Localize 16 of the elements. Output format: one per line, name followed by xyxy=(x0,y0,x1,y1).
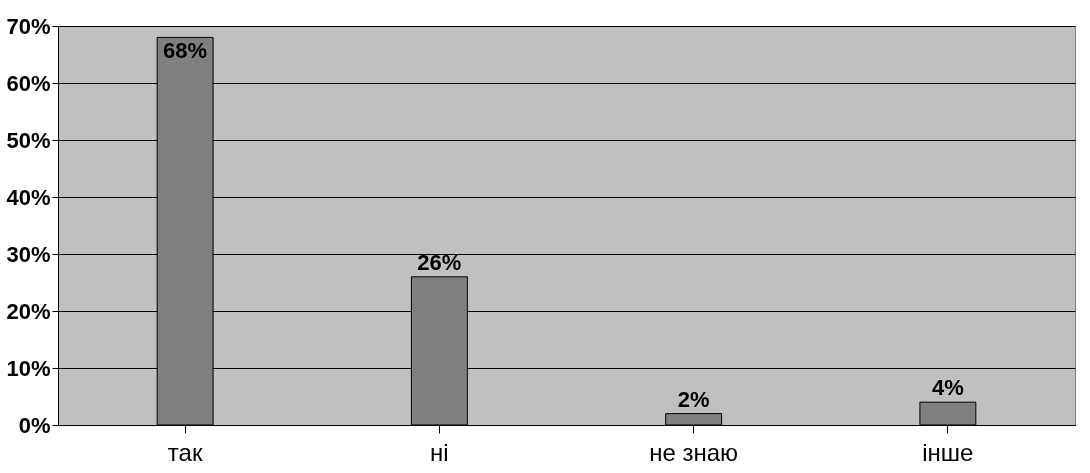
y-tick-label: 10% xyxy=(6,355,51,381)
x-tick-label: ні xyxy=(430,438,449,466)
x-tick-label: так xyxy=(167,438,203,466)
y-tick-label: 20% xyxy=(6,298,51,324)
x-tick-label: інше xyxy=(922,438,974,466)
x-tick-label: не знаю xyxy=(649,438,739,466)
y-tick-label: 0% xyxy=(18,412,51,438)
y-tick-label: 60% xyxy=(6,70,51,96)
data-label: 4% xyxy=(931,375,964,401)
y-tick-label: 50% xyxy=(6,127,51,153)
y-tick-label: 70% xyxy=(6,13,51,39)
data-label: 68% xyxy=(163,38,208,64)
data-label: 26% xyxy=(417,249,462,275)
y-tick-label: 30% xyxy=(6,241,51,267)
y-tick-label: 40% xyxy=(6,184,51,210)
data-label: 2% xyxy=(677,386,710,412)
